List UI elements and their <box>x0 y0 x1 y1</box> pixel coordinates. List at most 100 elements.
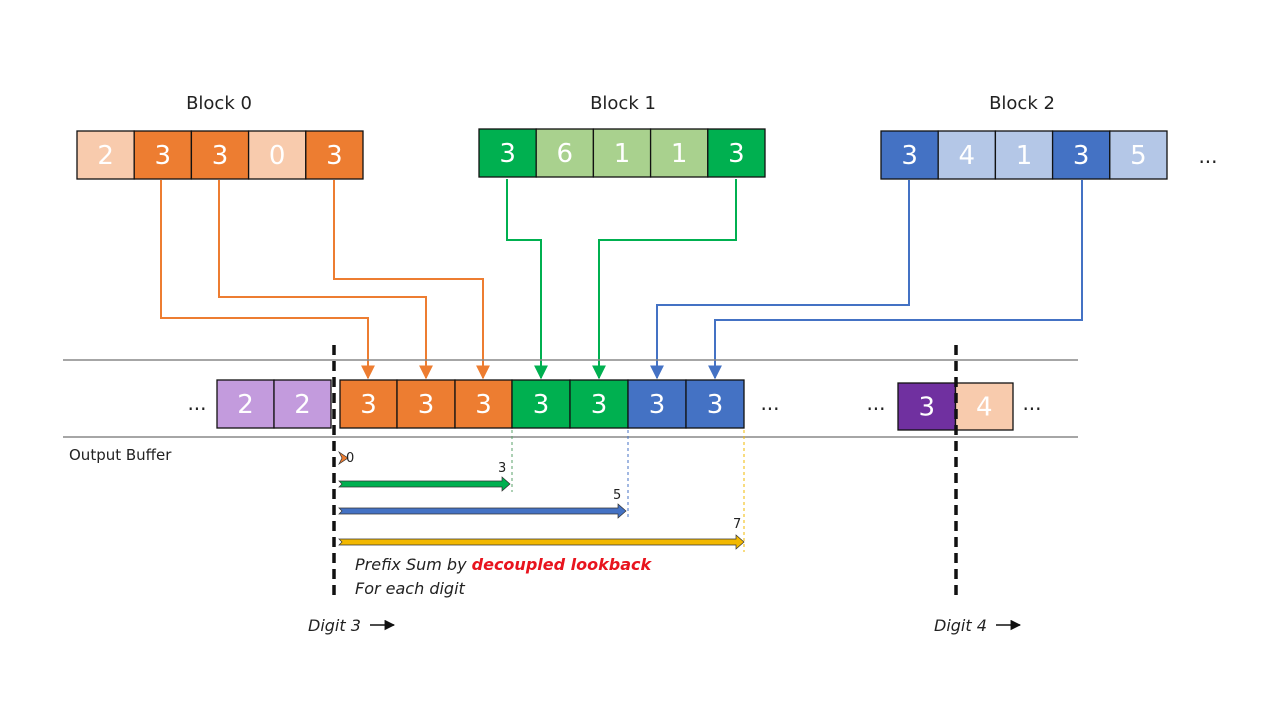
buffer-cell-3-box <box>396 379 456 429</box>
block-0-cell-4: 3 <box>305 130 364 180</box>
offset-label-3: 7 <box>733 517 741 532</box>
buffer-cell-6: 3 <box>569 379 629 429</box>
block-2-cell-3: 3 <box>1051 130 1111 180</box>
block-0-cell-0: 2 <box>76 130 135 180</box>
buffer-digit4-cell-0: 3 <box>897 382 957 431</box>
block-2-cell-1-value: 4 <box>959 141 976 171</box>
block-1-cell-0: 3 <box>478 128 537 178</box>
buffer-cell-6-value: 3 <box>591 390 608 420</box>
buffer-ellipsis-right2: ... <box>1022 391 1041 415</box>
buffer-ellipsis-left: ... <box>187 391 206 415</box>
offset-arrow-green <box>338 476 511 492</box>
block-1-cell-1: 6 <box>535 128 595 178</box>
buffer-digit4-cell-1-box <box>954 382 1014 431</box>
block-2-cell-0-value: 3 <box>901 141 918 171</box>
buffer-cell-5-value: 3 <box>533 390 550 420</box>
buffer-cell-2: 3 <box>339 379 398 429</box>
buffer-digit4-cell-0-value: 3 <box>918 393 935 423</box>
block-0-cell-1-value: 3 <box>155 141 172 171</box>
buffer-cell-7-value: 3 <box>649 390 666 420</box>
offset-label-0: 0 <box>346 451 354 466</box>
buffer-cell-0-value: 2 <box>237 390 254 420</box>
buffer-ellipsis-right1: ... <box>866 391 885 415</box>
buffer-cell-8-value: 3 <box>707 390 724 420</box>
buffer-ellipsis-mid: ... <box>760 391 779 415</box>
block-2-cell-3-value: 3 <box>1073 141 1090 171</box>
buffer-cell-6-box <box>569 379 629 429</box>
digit-4-label: Digit 4 <box>934 616 987 635</box>
offset-arrow-yellow <box>338 534 745 550</box>
connector-orange-3 <box>333 180 490 380</box>
connector-green-1 <box>506 179 548 380</box>
output-buffer-cells: 2 2 3 3 3 3 3 3 3 3 4 <box>216 379 1014 431</box>
block-0-cell-0-box <box>76 130 135 180</box>
block-0-cell-4-value: 3 <box>326 141 343 171</box>
connector-green-2 <box>592 179 737 380</box>
buffer-cell-7: 3 <box>627 379 687 429</box>
buffer-cell-1-value: 2 <box>294 390 311 420</box>
block-2-cell-0: 3 <box>880 130 939 180</box>
block-2-cell-4: 5 <box>1109 130 1168 180</box>
input-blocks: 2 3 3 0 3 3 6 1 1 3 3 4 1 3 5 <box>76 128 1168 180</box>
offset-label-2: 5 <box>613 488 621 503</box>
buffer-cell-4-value: 3 <box>475 390 492 420</box>
digit-3-label: Digit 3 <box>308 616 361 635</box>
block-2-cell-3-box <box>1051 130 1111 180</box>
block-0-cell-3: 0 <box>247 130 307 180</box>
block-1-cell-2: 1 <box>592 128 652 178</box>
buffer-cell-8: 3 <box>685 379 745 429</box>
offset-arrow-blue <box>338 503 627 519</box>
connector-orange-2 <box>218 180 433 380</box>
block-1-cell-3-box <box>649 128 709 178</box>
buffer-digit4-cell-0-box <box>897 382 957 431</box>
block-2-cell-4-value: 5 <box>1130 141 1147 171</box>
block-1-title: Block 1 <box>590 93 656 114</box>
block-1-cell-4-value: 3 <box>728 139 745 169</box>
buffer-cell-8-box <box>685 379 745 429</box>
block-0-title: Block 0 <box>186 93 252 114</box>
buffer-cell-4-box <box>454 379 513 429</box>
block-1-cell-1-value: 6 <box>557 139 574 169</box>
caption-line-1: Prefix Sum by decoupled lookback <box>355 555 652 574</box>
block-1-cell-3-value: 1 <box>671 139 688 169</box>
output-buffer-label: Output Buffer <box>69 446 172 464</box>
connector-orange-1 <box>160 180 375 380</box>
block-1-cell-2-value: 1 <box>614 139 631 169</box>
block-2-cell-2-value: 1 <box>1016 141 1033 171</box>
buffer-cell-2-value: 3 <box>360 390 377 420</box>
buffer-cell-7-box <box>627 379 687 429</box>
scatter-connectors <box>160 179 1083 380</box>
buffer-cell-3-value: 3 <box>418 390 435 420</box>
buffer-cell-5-box <box>511 379 571 429</box>
block-2-cell-1: 4 <box>937 130 997 180</box>
block-1-cell-4-box <box>707 128 766 178</box>
block-0-cell-2-box <box>190 130 250 180</box>
block-2-cell-1-box <box>937 130 997 180</box>
buffer-cell-0: 2 <box>216 379 275 429</box>
buffer-cell-1: 2 <box>273 379 332 429</box>
block-0-cell-1-box <box>133 130 193 180</box>
caption-emphasis: decoupled lookback <box>472 555 653 574</box>
block-1-cell-2-box <box>592 128 652 178</box>
buffer-cell-0-box <box>216 379 275 429</box>
block-0-cell-3-value: 0 <box>269 141 286 171</box>
block-1-cell-0-value: 3 <box>499 139 516 169</box>
block-2-cell-2: 1 <box>994 130 1054 180</box>
block-0-cell-0-value: 2 <box>97 141 114 171</box>
blocks-ellipsis: ... <box>1198 144 1217 168</box>
buffer-cell-5: 3 <box>511 379 571 429</box>
block-2-cell-2-box <box>994 130 1054 180</box>
caption-prefix: Prefix Sum by <box>355 555 472 574</box>
block-1-cell-0-box <box>478 128 537 178</box>
buffer-cell-4: 3 <box>454 379 513 429</box>
buffer-cell-3: 3 <box>396 379 456 429</box>
block-1-cell-1-box <box>535 128 595 178</box>
connector-blue-1 <box>650 180 910 380</box>
block-2-cell-4-box <box>1109 130 1168 180</box>
offset-label-1: 3 <box>498 461 506 476</box>
block-2-title: Block 2 <box>989 93 1055 114</box>
block-1-cell-4: 3 <box>707 128 766 178</box>
connector-blue-2 <box>708 180 1083 380</box>
buffer-digit4-cell-1-value: 4 <box>976 393 993 423</box>
prefix-offset-arrows: 0 3 5 7 <box>338 450 745 550</box>
